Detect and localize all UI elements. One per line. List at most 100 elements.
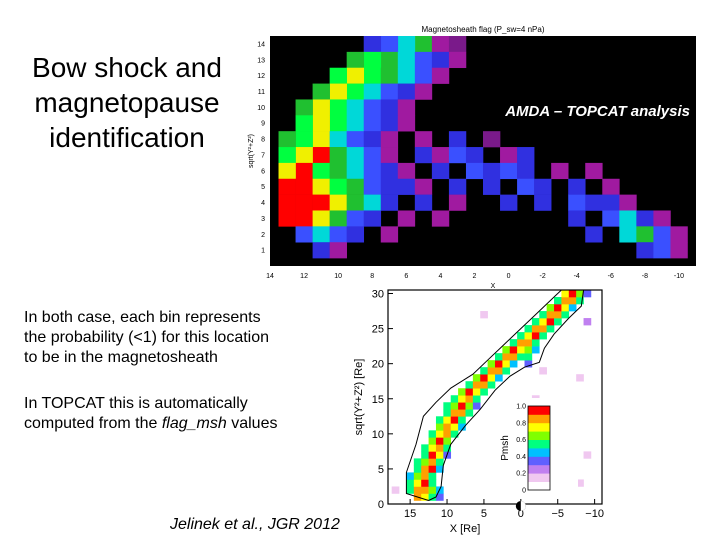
heatmap-bin bbox=[465, 402, 474, 410]
heatmap-bin bbox=[539, 325, 547, 333]
x-tick-label: 2 bbox=[473, 273, 477, 280]
plot-frame bbox=[387, 289, 603, 505]
y-tick-label: 7 bbox=[261, 152, 265, 159]
heatmap-bin bbox=[619, 210, 637, 227]
heatmap-bin bbox=[448, 51, 467, 69]
colorbar-segment bbox=[528, 422, 550, 432]
heatmap-bin bbox=[421, 486, 429, 494]
heatmap-bin bbox=[443, 444, 452, 452]
heatmap-bin bbox=[495, 353, 503, 361]
heatmap-bin bbox=[397, 83, 416, 100]
heatmap-bin bbox=[421, 472, 429, 480]
heatmap-bin bbox=[329, 194, 347, 211]
colorbar-label: Pmsh bbox=[500, 435, 511, 461]
x-tick-label: 8 bbox=[370, 273, 374, 280]
heatmap-bin bbox=[346, 115, 365, 132]
heatmap-bin bbox=[509, 360, 518, 368]
y-tick-label: 11 bbox=[258, 89, 265, 96]
heatmap-bin bbox=[421, 493, 429, 501]
heatmap-bin bbox=[487, 374, 496, 382]
colorbar-segment bbox=[528, 439, 550, 449]
y-tick-label: 15 bbox=[372, 394, 384, 406]
heatmap-bin bbox=[329, 99, 347, 116]
x-tick-label: 0 bbox=[507, 273, 511, 280]
heatmap-bin bbox=[495, 360, 503, 368]
description-line: In TOPCAT this is automatically bbox=[24, 395, 248, 412]
x-tick-label: -10 bbox=[674, 273, 684, 280]
heatmap-bin bbox=[602, 178, 620, 195]
heatmap-bin bbox=[561, 297, 570, 305]
heatmap-bin bbox=[517, 332, 525, 340]
heatmap-bin bbox=[413, 465, 422, 473]
heatmap-bin bbox=[428, 479, 437, 487]
heatmap-bin bbox=[346, 226, 365, 243]
heatmap-bin bbox=[278, 178, 296, 195]
description-line: to be in the magnetosheath bbox=[24, 349, 218, 366]
heatmap-bin bbox=[568, 297, 577, 305]
heatmap-bin bbox=[421, 458, 429, 466]
title-line: magnetopause bbox=[34, 87, 220, 118]
heatmap-bin bbox=[585, 162, 603, 180]
heatmap-bin bbox=[480, 388, 488, 396]
heatmap-bin bbox=[428, 472, 437, 480]
heatmap-bin bbox=[397, 99, 416, 116]
description-text: computed from the bbox=[24, 415, 162, 432]
heatmap-bin bbox=[312, 178, 330, 195]
heatmap-bin bbox=[421, 451, 429, 459]
heatmap-bin bbox=[517, 178, 535, 195]
heatmap-bin bbox=[363, 210, 382, 227]
colorbar-tick-label: 0.2 bbox=[516, 471, 526, 478]
heatmap-bin bbox=[295, 226, 313, 243]
heatmap-bin bbox=[435, 444, 444, 452]
heatmap-bin bbox=[295, 194, 313, 211]
heatmap-bin bbox=[500, 147, 518, 164]
heatmap-bin bbox=[397, 115, 416, 132]
heatmap-bin bbox=[458, 409, 466, 417]
heatmap-bin bbox=[329, 115, 347, 132]
heatmap-bin bbox=[329, 242, 347, 259]
heatmap-bin bbox=[517, 353, 525, 361]
heatmap-bin bbox=[295, 210, 313, 227]
heatmap-bin bbox=[414, 51, 433, 69]
heatmap-bin bbox=[546, 318, 555, 326]
heatmap-bin bbox=[554, 311, 562, 319]
heatmap-bin bbox=[428, 444, 437, 452]
heatmap-bin bbox=[458, 416, 466, 424]
heatmap-bin bbox=[414, 83, 433, 100]
heatmap-bin bbox=[406, 472, 415, 480]
heatmap-bin bbox=[450, 402, 459, 410]
x-tick-label: -6 bbox=[608, 273, 614, 280]
y-tick-label: 5 bbox=[261, 184, 265, 191]
heatmap-bin bbox=[450, 430, 459, 438]
heatmap-bin bbox=[380, 178, 399, 195]
heatmap-bin bbox=[363, 51, 382, 69]
heatmap-bin bbox=[406, 486, 415, 494]
heatmap-bin bbox=[568, 178, 586, 195]
heatmap-bin bbox=[414, 178, 433, 195]
heatmap-bin bbox=[653, 226, 671, 243]
heatmap-bin bbox=[346, 51, 365, 69]
heatmap-bin bbox=[472, 381, 481, 389]
heatmap-bin bbox=[278, 194, 296, 211]
heatmap-bin bbox=[653, 210, 671, 227]
heatmap-bin bbox=[431, 147, 450, 164]
heatmap-bin bbox=[397, 210, 416, 227]
colorbar-segment bbox=[528, 473, 550, 482]
heatmap-bin bbox=[428, 493, 437, 501]
x-tick-label: 6 bbox=[404, 273, 408, 280]
heatmap-bin bbox=[509, 353, 518, 361]
x-tick-label: 10 bbox=[334, 273, 342, 280]
x-tick-label: −10 bbox=[585, 508, 604, 520]
heatmap-bin bbox=[561, 311, 570, 319]
heatmap-bin bbox=[465, 147, 484, 164]
y-tick-label: 4 bbox=[261, 200, 265, 207]
heatmap-bin bbox=[431, 51, 450, 69]
x-tick-label: 0 bbox=[518, 508, 524, 520]
topcat-paragraph: In TOPCAT this is automatically computed… bbox=[24, 394, 344, 434]
heatmap-bin bbox=[312, 115, 330, 132]
heatmap-bin bbox=[450, 416, 459, 424]
x-tick-label: -2 bbox=[540, 273, 546, 280]
heatmap-bin bbox=[443, 402, 452, 410]
heatmap-bin bbox=[531, 346, 540, 354]
heatmap-bin bbox=[363, 147, 382, 164]
